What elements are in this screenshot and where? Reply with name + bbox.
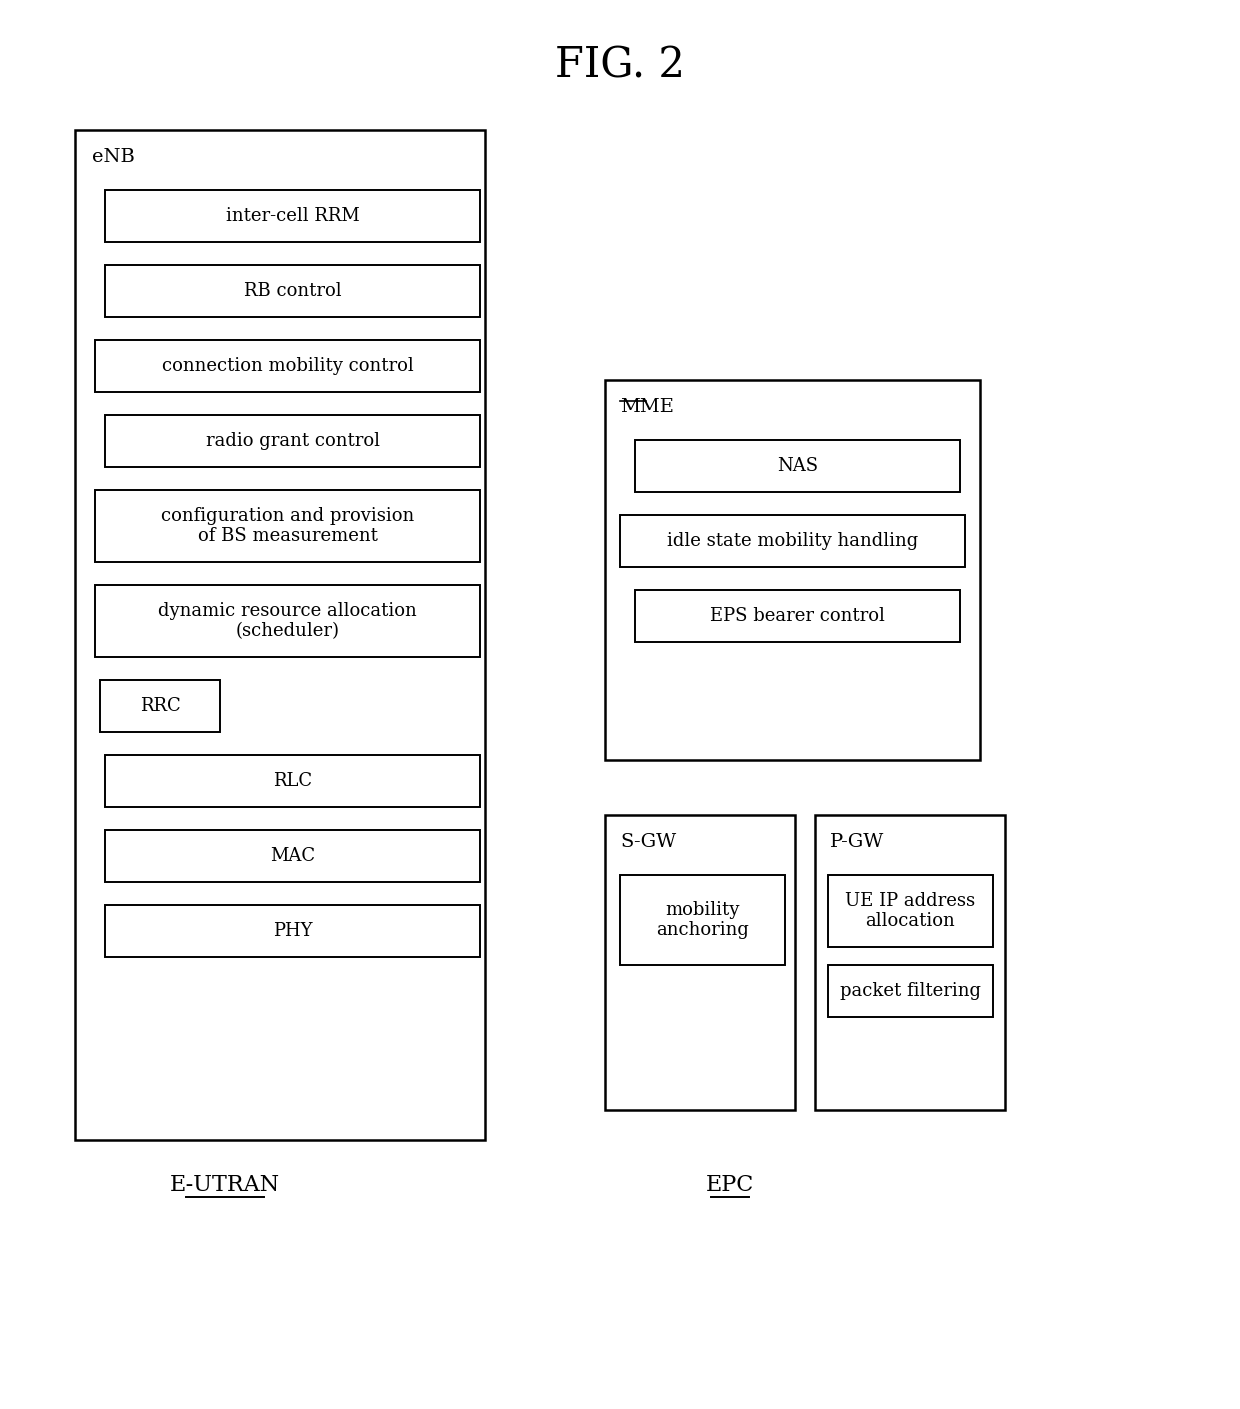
- Bar: [105, 905, 480, 957]
- Text: EPC: EPC: [706, 1174, 754, 1196]
- Bar: [620, 875, 785, 965]
- Bar: [635, 590, 960, 643]
- Text: EPS bearer control: EPS bearer control: [711, 607, 885, 626]
- Text: RRC: RRC: [140, 697, 180, 714]
- Bar: [105, 190, 480, 242]
- Text: UE IP address
allocation: UE IP address allocation: [846, 892, 976, 930]
- Text: mobility
anchoring: mobility anchoring: [656, 900, 749, 940]
- Text: MAC: MAC: [270, 847, 315, 865]
- Bar: [620, 516, 965, 566]
- Text: inter-cell RRM: inter-cell RRM: [226, 207, 360, 225]
- Bar: [105, 416, 480, 466]
- Text: packet filtering: packet filtering: [839, 982, 981, 1000]
- Text: RLC: RLC: [273, 772, 312, 790]
- Text: P-GW: P-GW: [830, 833, 884, 851]
- Text: dynamic resource allocation
(scheduler): dynamic resource allocation (scheduler): [159, 602, 417, 641]
- Bar: [105, 830, 480, 882]
- Bar: [105, 755, 480, 807]
- Text: RB control: RB control: [244, 282, 341, 300]
- Text: NAS: NAS: [777, 457, 818, 475]
- Bar: [74, 130, 485, 1140]
- Bar: [95, 585, 480, 657]
- Text: FIG. 2: FIG. 2: [556, 44, 684, 86]
- Text: configuration and provision
of BS measurement: configuration and provision of BS measur…: [161, 507, 414, 545]
- Text: radio grant control: radio grant control: [206, 433, 379, 449]
- Text: E-UTRAN: E-UTRAN: [170, 1174, 280, 1196]
- Text: idle state mobility handling: idle state mobility handling: [667, 533, 918, 550]
- Bar: [95, 340, 480, 392]
- Bar: [100, 681, 219, 733]
- Bar: [815, 814, 1004, 1110]
- Bar: [605, 814, 795, 1110]
- Bar: [828, 875, 993, 947]
- Bar: [105, 265, 480, 317]
- Text: connection mobility control: connection mobility control: [161, 356, 413, 375]
- Text: eNB: eNB: [92, 148, 135, 166]
- Bar: [828, 965, 993, 1017]
- Bar: [635, 440, 960, 492]
- Text: S-GW: S-GW: [620, 833, 676, 851]
- Text: PHY: PHY: [273, 921, 312, 940]
- Bar: [605, 380, 980, 759]
- Text: MME: MME: [620, 397, 673, 416]
- Bar: [95, 490, 480, 562]
